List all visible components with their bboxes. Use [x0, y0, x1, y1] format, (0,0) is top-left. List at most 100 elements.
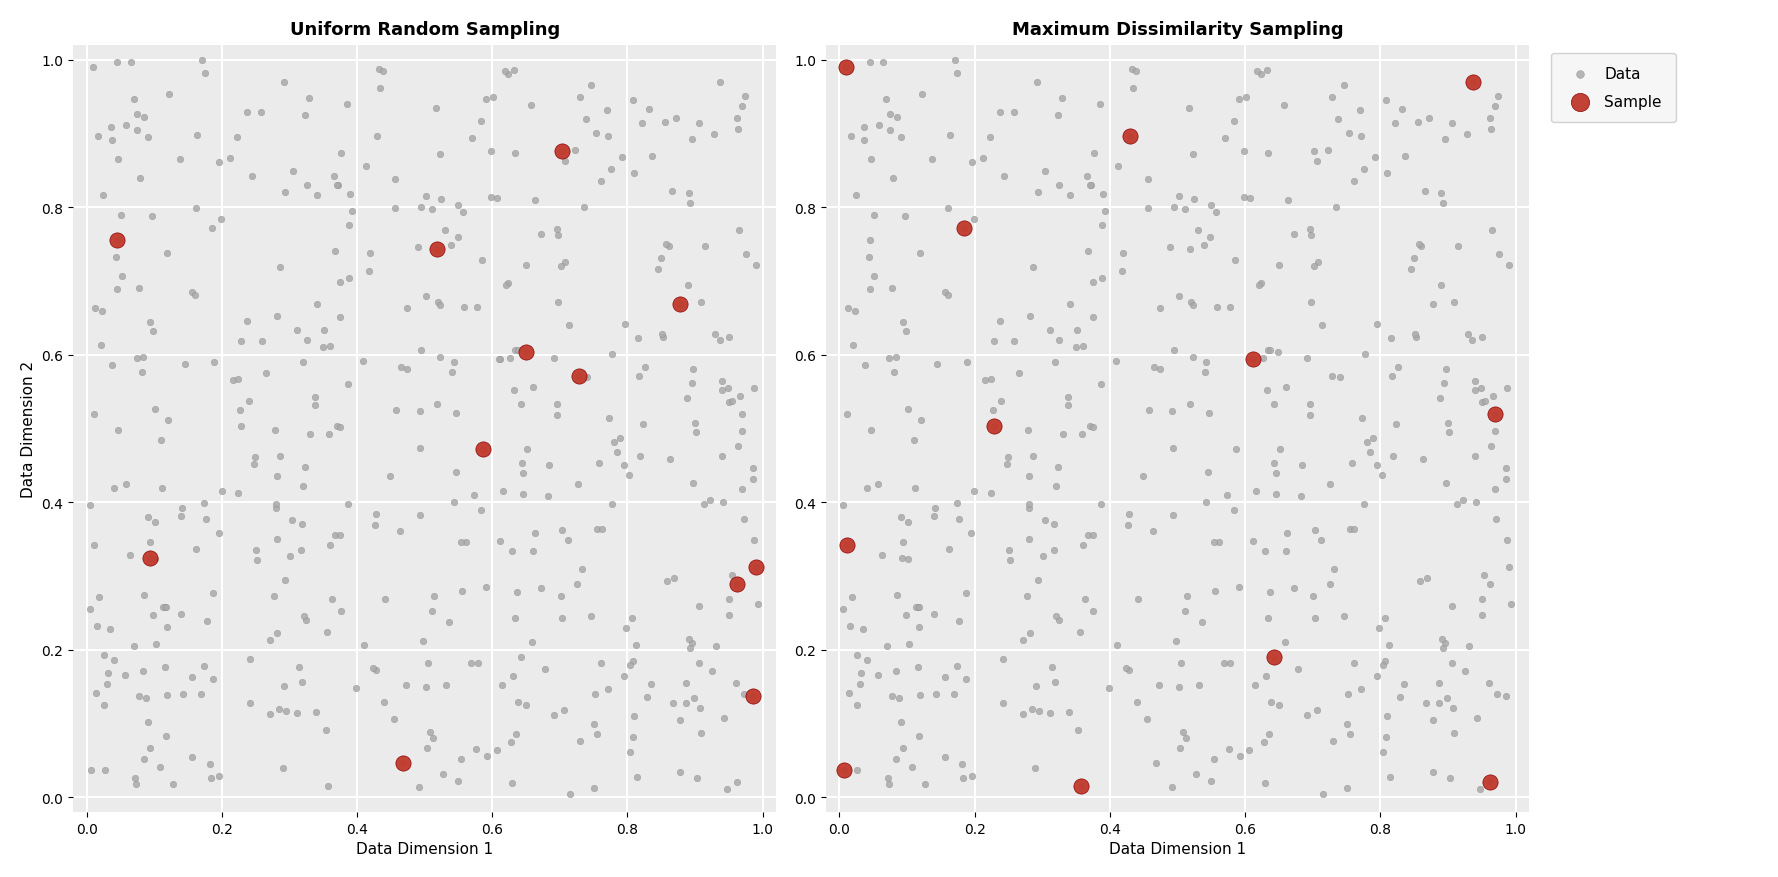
- Point: [1074, 245, 1102, 259]
- Point: [1241, 485, 1269, 499]
- Point: [1115, 130, 1143, 144]
- Point: [1309, 787, 1337, 801]
- Point: [1378, 369, 1406, 383]
- Point: [1367, 468, 1396, 482]
- Point: [98, 134, 126, 148]
- Point: [517, 99, 546, 113]
- Point: [942, 660, 971, 674]
- Point: [288, 355, 316, 369]
- Point: [352, 160, 380, 174]
- Point: [1369, 659, 1398, 673]
- Point: [957, 526, 985, 540]
- Point: [864, 477, 893, 491]
- Point: [587, 175, 615, 189]
- Point: [976, 131, 1005, 145]
- Point: [1415, 112, 1444, 126]
- Point: [1385, 690, 1414, 704]
- Point: [1008, 633, 1037, 647]
- Point: [137, 316, 165, 330]
- Point: [485, 353, 514, 367]
- Point: [1485, 247, 1513, 261]
- Point: [489, 679, 517, 693]
- Point: [1115, 130, 1143, 144]
- Point: [948, 757, 976, 771]
- Point: [1350, 162, 1378, 176]
- Point: [1045, 613, 1074, 627]
- Point: [100, 652, 128, 667]
- Point: [386, 524, 414, 538]
- Point: [477, 145, 505, 159]
- Point: [1339, 656, 1367, 670]
- Point: [1454, 328, 1483, 342]
- Point: [1015, 470, 1044, 484]
- Point: [519, 380, 548, 394]
- Point: [935, 129, 964, 143]
- Point: [1175, 242, 1204, 256]
- Point: [1467, 593, 1495, 607]
- Point: [1476, 676, 1504, 690]
- Point: [473, 749, 501, 763]
- Point: [364, 63, 393, 77]
- Point: [1467, 381, 1495, 396]
- Point: [123, 352, 151, 366]
- Point: [1431, 636, 1460, 650]
- Point: [334, 497, 363, 511]
- Point: [148, 481, 176, 496]
- Point: [420, 588, 448, 602]
- Point: [423, 398, 452, 412]
- Point: [1259, 650, 1287, 664]
- Point: [837, 591, 866, 605]
- Point: [286, 544, 315, 558]
- Point: [103, 234, 132, 248]
- Point: [123, 125, 151, 139]
- Point: [1341, 523, 1369, 537]
- Point: [661, 112, 690, 126]
- Point: [621, 167, 649, 181]
- Point: [989, 652, 1017, 667]
- Point: [1202, 205, 1230, 219]
- Point: [1259, 398, 1287, 412]
- Point: [78, 61, 107, 75]
- Point: [1373, 167, 1401, 181]
- Point: [500, 63, 528, 77]
- Point: [971, 374, 999, 388]
- Point: [1165, 190, 1193, 204]
- Point: [994, 544, 1022, 558]
- Point: [1476, 439, 1504, 453]
- Point: [1412, 696, 1440, 710]
- Point: [551, 155, 580, 169]
- Point: [1024, 704, 1053, 718]
- Point: [178, 286, 206, 300]
- Point: [1019, 450, 1047, 464]
- Point: [1133, 712, 1161, 726]
- Point: [1314, 144, 1342, 158]
- Point: [729, 512, 757, 526]
- Point: [471, 92, 500, 106]
- Point: [1086, 378, 1115, 392]
- Point: [1197, 774, 1225, 788]
- Point: [204, 526, 233, 540]
- Point: [681, 417, 709, 431]
- Point: [1197, 231, 1225, 245]
- Point: [1115, 518, 1143, 532]
- Point: [1013, 423, 1042, 437]
- Point: [1454, 639, 1483, 653]
- Point: [1440, 726, 1469, 740]
- Point: [1250, 775, 1278, 789]
- Point: [1115, 663, 1143, 677]
- Point: [302, 189, 331, 203]
- Point: [135, 552, 164, 566]
- Point: [713, 782, 741, 796]
- Point: [889, 316, 917, 330]
- Point: [708, 449, 736, 463]
- Point: [1296, 223, 1325, 237]
- Point: [1133, 202, 1161, 216]
- Point: [283, 707, 311, 721]
- Point: [649, 331, 677, 345]
- Point: [665, 297, 693, 311]
- Point: [320, 170, 348, 184]
- Point: [1358, 431, 1387, 446]
- Point: [302, 706, 331, 720]
- Point: [389, 756, 418, 770]
- Point: [571, 112, 599, 126]
